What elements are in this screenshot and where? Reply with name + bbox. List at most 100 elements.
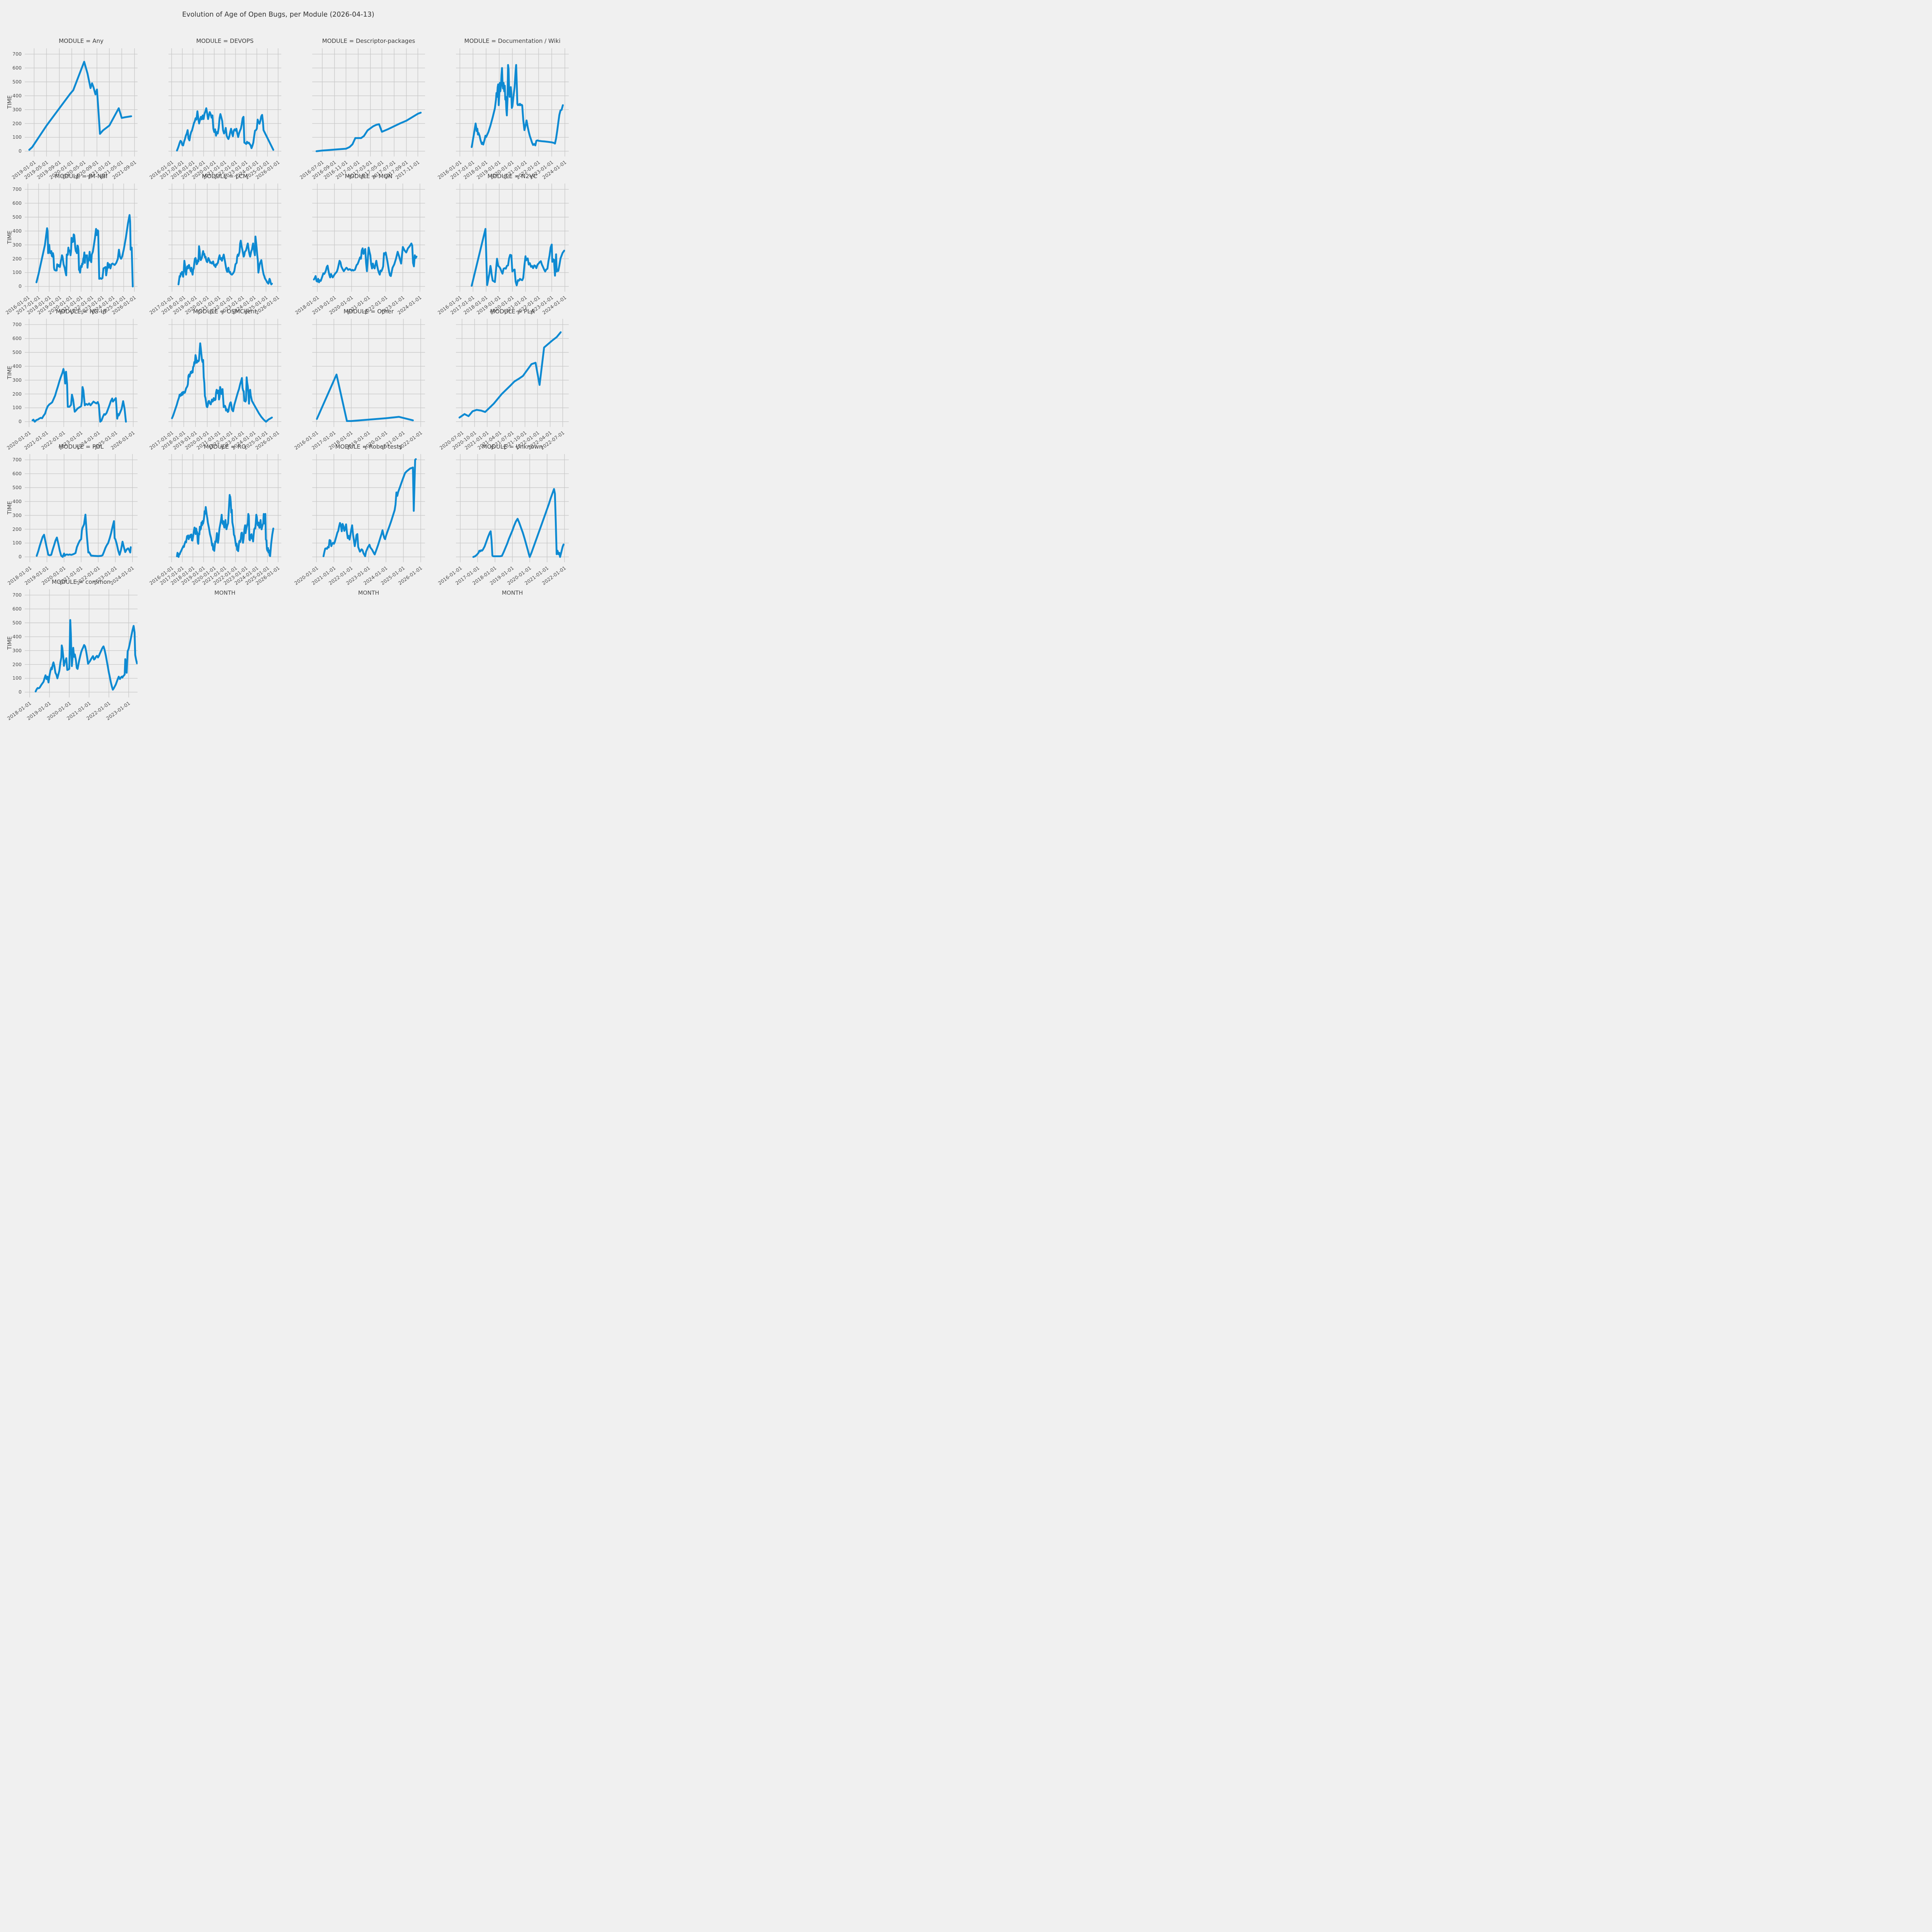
y-tick-label: 0: [19, 418, 22, 425]
facet-descriptor-packages: MODULE = Descriptor-packages 2016-07-01 20…: [299, 37, 425, 195]
y-tick-label: 300: [12, 377, 22, 383]
y-tick-label: 300: [12, 647, 22, 653]
facet-documentation-wiki: MODULE = Documentation / Wiki 2016-01-01 2…: [436, 37, 569, 195]
facet-n2vc: MODULE = N2VC 2016-01-01 2017-01-01 2018-01…: [436, 173, 569, 330]
facet-unknown: MODULE = Unknown 2016-01-01 2017-01-01 2018…: [437, 443, 569, 601]
y-tick-label: 0: [19, 283, 22, 289]
plot-area: [168, 319, 281, 427]
line-series: [34, 619, 138, 693]
facet-any: MODULE = Any 2019-01-01 2019-05-01 2019-09-…: [7, 37, 138, 195]
plot-area: [456, 184, 569, 292]
line-series: [35, 214, 134, 287]
plot-area: [25, 184, 138, 292]
y-tick-label: 500: [12, 484, 22, 490]
plot-area: [25, 48, 138, 156]
y-tick-label: 200: [12, 661, 22, 667]
line-series: [176, 107, 274, 152]
y-tick-label: 700: [12, 321, 22, 328]
y-tick-label: 200: [12, 255, 22, 262]
y-tick-label: 200: [12, 391, 22, 397]
y-tick-label: 600: [12, 200, 22, 206]
y-tick-label: 200: [12, 120, 22, 126]
line-series: [31, 368, 127, 423]
figure-title: Evolution of Age of Open Bugs, per Modul…: [182, 11, 374, 19]
facet-title: MODULE = Unknown: [482, 443, 543, 450]
facet-ng-ui: MODULE = NG-UI 2020-01-01 2021-01-01 2022-0…: [5, 308, 138, 466]
facet-title: MODULE = Robot-tests: [335, 443, 402, 450]
y-tick-label: 100: [12, 134, 22, 140]
y-tick-label: 100: [12, 405, 22, 411]
y-tick-label: 700: [12, 592, 22, 598]
facet-im-nbi: MODULE = IM-NBI 2016-01-01 2017-01-01 2018-…: [4, 173, 138, 330]
y-axis-label: TIME: [7, 230, 13, 244]
line-series: [176, 494, 274, 558]
y-tick-label: 400: [12, 498, 22, 504]
y-tick-label: 500: [12, 78, 22, 85]
y-tick-label: 600: [12, 605, 22, 612]
line-series: [472, 488, 565, 558]
facet-pla: MODULE = PLA 2020-07-01 2020-10-01 2021-01-…: [439, 308, 569, 466]
facet-title: MODULE = common: [51, 578, 111, 585]
facet-title: MODULE = IM-NBI: [55, 173, 107, 180]
facet-devops: MODULE = DEVOPS 2016-01-01 2017-01-01 2018-…: [148, 37, 281, 195]
facet-common: MODULE = common 2018-01-01 2019-01-01 2020-…: [6, 578, 138, 724]
line-series: [316, 373, 414, 422]
facet-title: MODULE = Documentation / Wiki: [464, 37, 561, 44]
plot-area: [456, 48, 569, 156]
y-tick-label: 300: [12, 106, 22, 112]
facet-osmclient: MODULE = OSMClient 2017-01-01 2018-01-01 20…: [148, 308, 281, 466]
y-tick-label: 0: [19, 554, 22, 560]
plot-area: [312, 48, 425, 156]
facet-title: MODULE = Other: [344, 308, 394, 315]
y-tick-label: 600: [12, 65, 22, 71]
facet-title: MODULE = NG-UI: [56, 308, 107, 315]
y-tick-label: 500: [12, 214, 22, 220]
x-axis-label: MONTH: [214, 590, 236, 596]
facet-title: MODULE = LCM: [202, 173, 248, 180]
x-axis-label: MONTH: [358, 590, 379, 596]
plot-area: [456, 319, 569, 427]
y-tick-label: 600: [12, 470, 22, 476]
line-series: [36, 514, 132, 558]
y-tick-label: 700: [12, 51, 22, 57]
facet-title: MODULE = POL: [58, 443, 104, 450]
facet-title: MODULE = Descriptor-packages: [322, 37, 415, 44]
y-tick-label: 400: [12, 92, 22, 99]
y-tick-label: 100: [12, 269, 22, 276]
y-axis-label: TIME: [7, 636, 13, 650]
facet-title: MODULE = MON: [345, 173, 393, 180]
plot-area: [168, 48, 281, 156]
plot-area: [25, 319, 138, 427]
facet-title: MODULE = DEVOPS: [196, 37, 254, 44]
y-tick-label: 0: [19, 148, 22, 154]
y-tick-label: 100: [12, 540, 22, 546]
facet-title: MODULE = OSMClient: [193, 308, 257, 315]
facet-lcm: MODULE = LCM 2017-01-01 2018-01-01 2019-01-…: [148, 173, 281, 330]
y-tick-label: 400: [12, 363, 22, 369]
y-tick-label: 500: [12, 619, 22, 626]
y-tick-label: 200: [12, 526, 22, 532]
facet-title: MODULE = PLA: [490, 308, 535, 315]
facet-other: MODULE = Other 2016-01-01 2017-01-01 2018-0…: [293, 308, 425, 466]
y-tick-label: 300: [12, 242, 22, 248]
line-series: [28, 61, 132, 151]
y-tick-label: 400: [12, 633, 22, 639]
y-tick-label: 700: [12, 186, 22, 192]
y-tick-label: 600: [12, 335, 22, 341]
plot-area: [312, 454, 425, 562]
plot-area: [25, 454, 138, 562]
facet-ro: MODULE = RO 2016-01-01 2017-01-01 2018-01-0…: [148, 443, 281, 601]
x-axis-label: MONTH: [502, 590, 523, 596]
y-tick-label: 100: [12, 675, 22, 681]
y-tick-label: 700: [12, 457, 22, 463]
facet-robot-tests: MODULE = Robot-tests 2020-01-01 2021-01-01…: [293, 443, 425, 601]
facet-grid-figure: Evolution of Age of Open Bugs, per Modul…: [0, 0, 580, 724]
plot-area: [312, 184, 425, 292]
y-axis-label: TIME: [7, 366, 13, 379]
line-series: [458, 331, 562, 419]
line-series: [322, 458, 417, 558]
facet-title: MODULE = N2VC: [487, 173, 537, 180]
y-tick-label: 0: [19, 689, 22, 695]
plot-area: [168, 184, 281, 292]
line-series: [177, 235, 273, 286]
